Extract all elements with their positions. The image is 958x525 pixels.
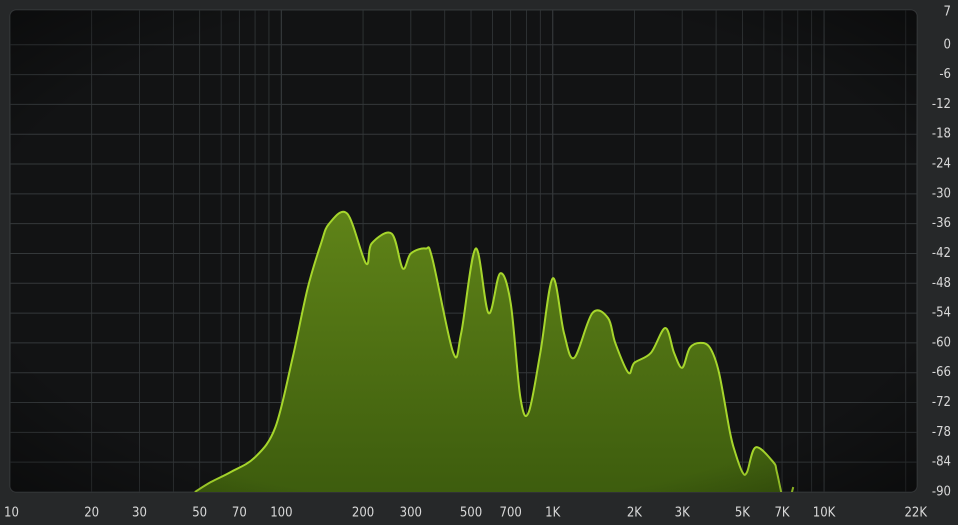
x-tick-label: 300: [400, 506, 422, 521]
x-tick-label: 5K: [735, 506, 750, 521]
y-tick-label: -12: [932, 97, 951, 112]
x-tick-label: 10: [4, 506, 19, 521]
y-tick-label: -30: [932, 186, 951, 201]
y-tick-label: -72: [932, 395, 951, 410]
y-tick-label: -66: [932, 365, 951, 380]
x-tick-label: 50: [192, 506, 207, 521]
x-tick-label: 22K: [904, 506, 927, 521]
x-tick-label: 700: [500, 506, 522, 521]
y-axis-ticks: 7 0 -6 -12 -18 -24 -30 -36 -42 -48 -54 -60 -66 -72 -78…: [932, 5, 951, 500]
y-tick-label: 7: [944, 5, 951, 20]
x-tick-label: 20: [84, 506, 99, 521]
x-tick-label: 70: [232, 506, 247, 521]
y-tick-label: 0: [944, 37, 951, 52]
y-tick-label: -84: [932, 455, 951, 470]
x-axis-ticks: 10 20 30 50 70 100 200 300 500 700 1K 2K 3K 5K 7K 10K 22…: [4, 506, 927, 521]
y-tick-label: -6: [939, 67, 951, 82]
x-tick-label: 7K: [774, 506, 789, 521]
y-tick-label: -42: [932, 246, 951, 261]
y-tick-label: -24: [932, 157, 951, 172]
y-tick-label: -90: [932, 485, 951, 500]
y-tick-label: -36: [932, 216, 951, 231]
x-tick-label: 100: [270, 506, 292, 521]
y-tick-label: -78: [932, 425, 951, 440]
x-tick-label: 500: [460, 506, 482, 521]
x-tick-label: 1K: [545, 506, 560, 521]
x-tick-label: 3K: [675, 506, 690, 521]
x-tick-label: 2K: [627, 506, 642, 521]
x-tick-label: 10K: [813, 506, 836, 521]
y-tick-label: -60: [932, 335, 951, 350]
y-tick-label: -54: [932, 306, 951, 321]
y-tick-label: -18: [932, 127, 951, 142]
y-tick-label: -48: [932, 276, 951, 291]
x-tick-label: 200: [352, 506, 374, 521]
x-tick-label: 30: [132, 506, 147, 521]
